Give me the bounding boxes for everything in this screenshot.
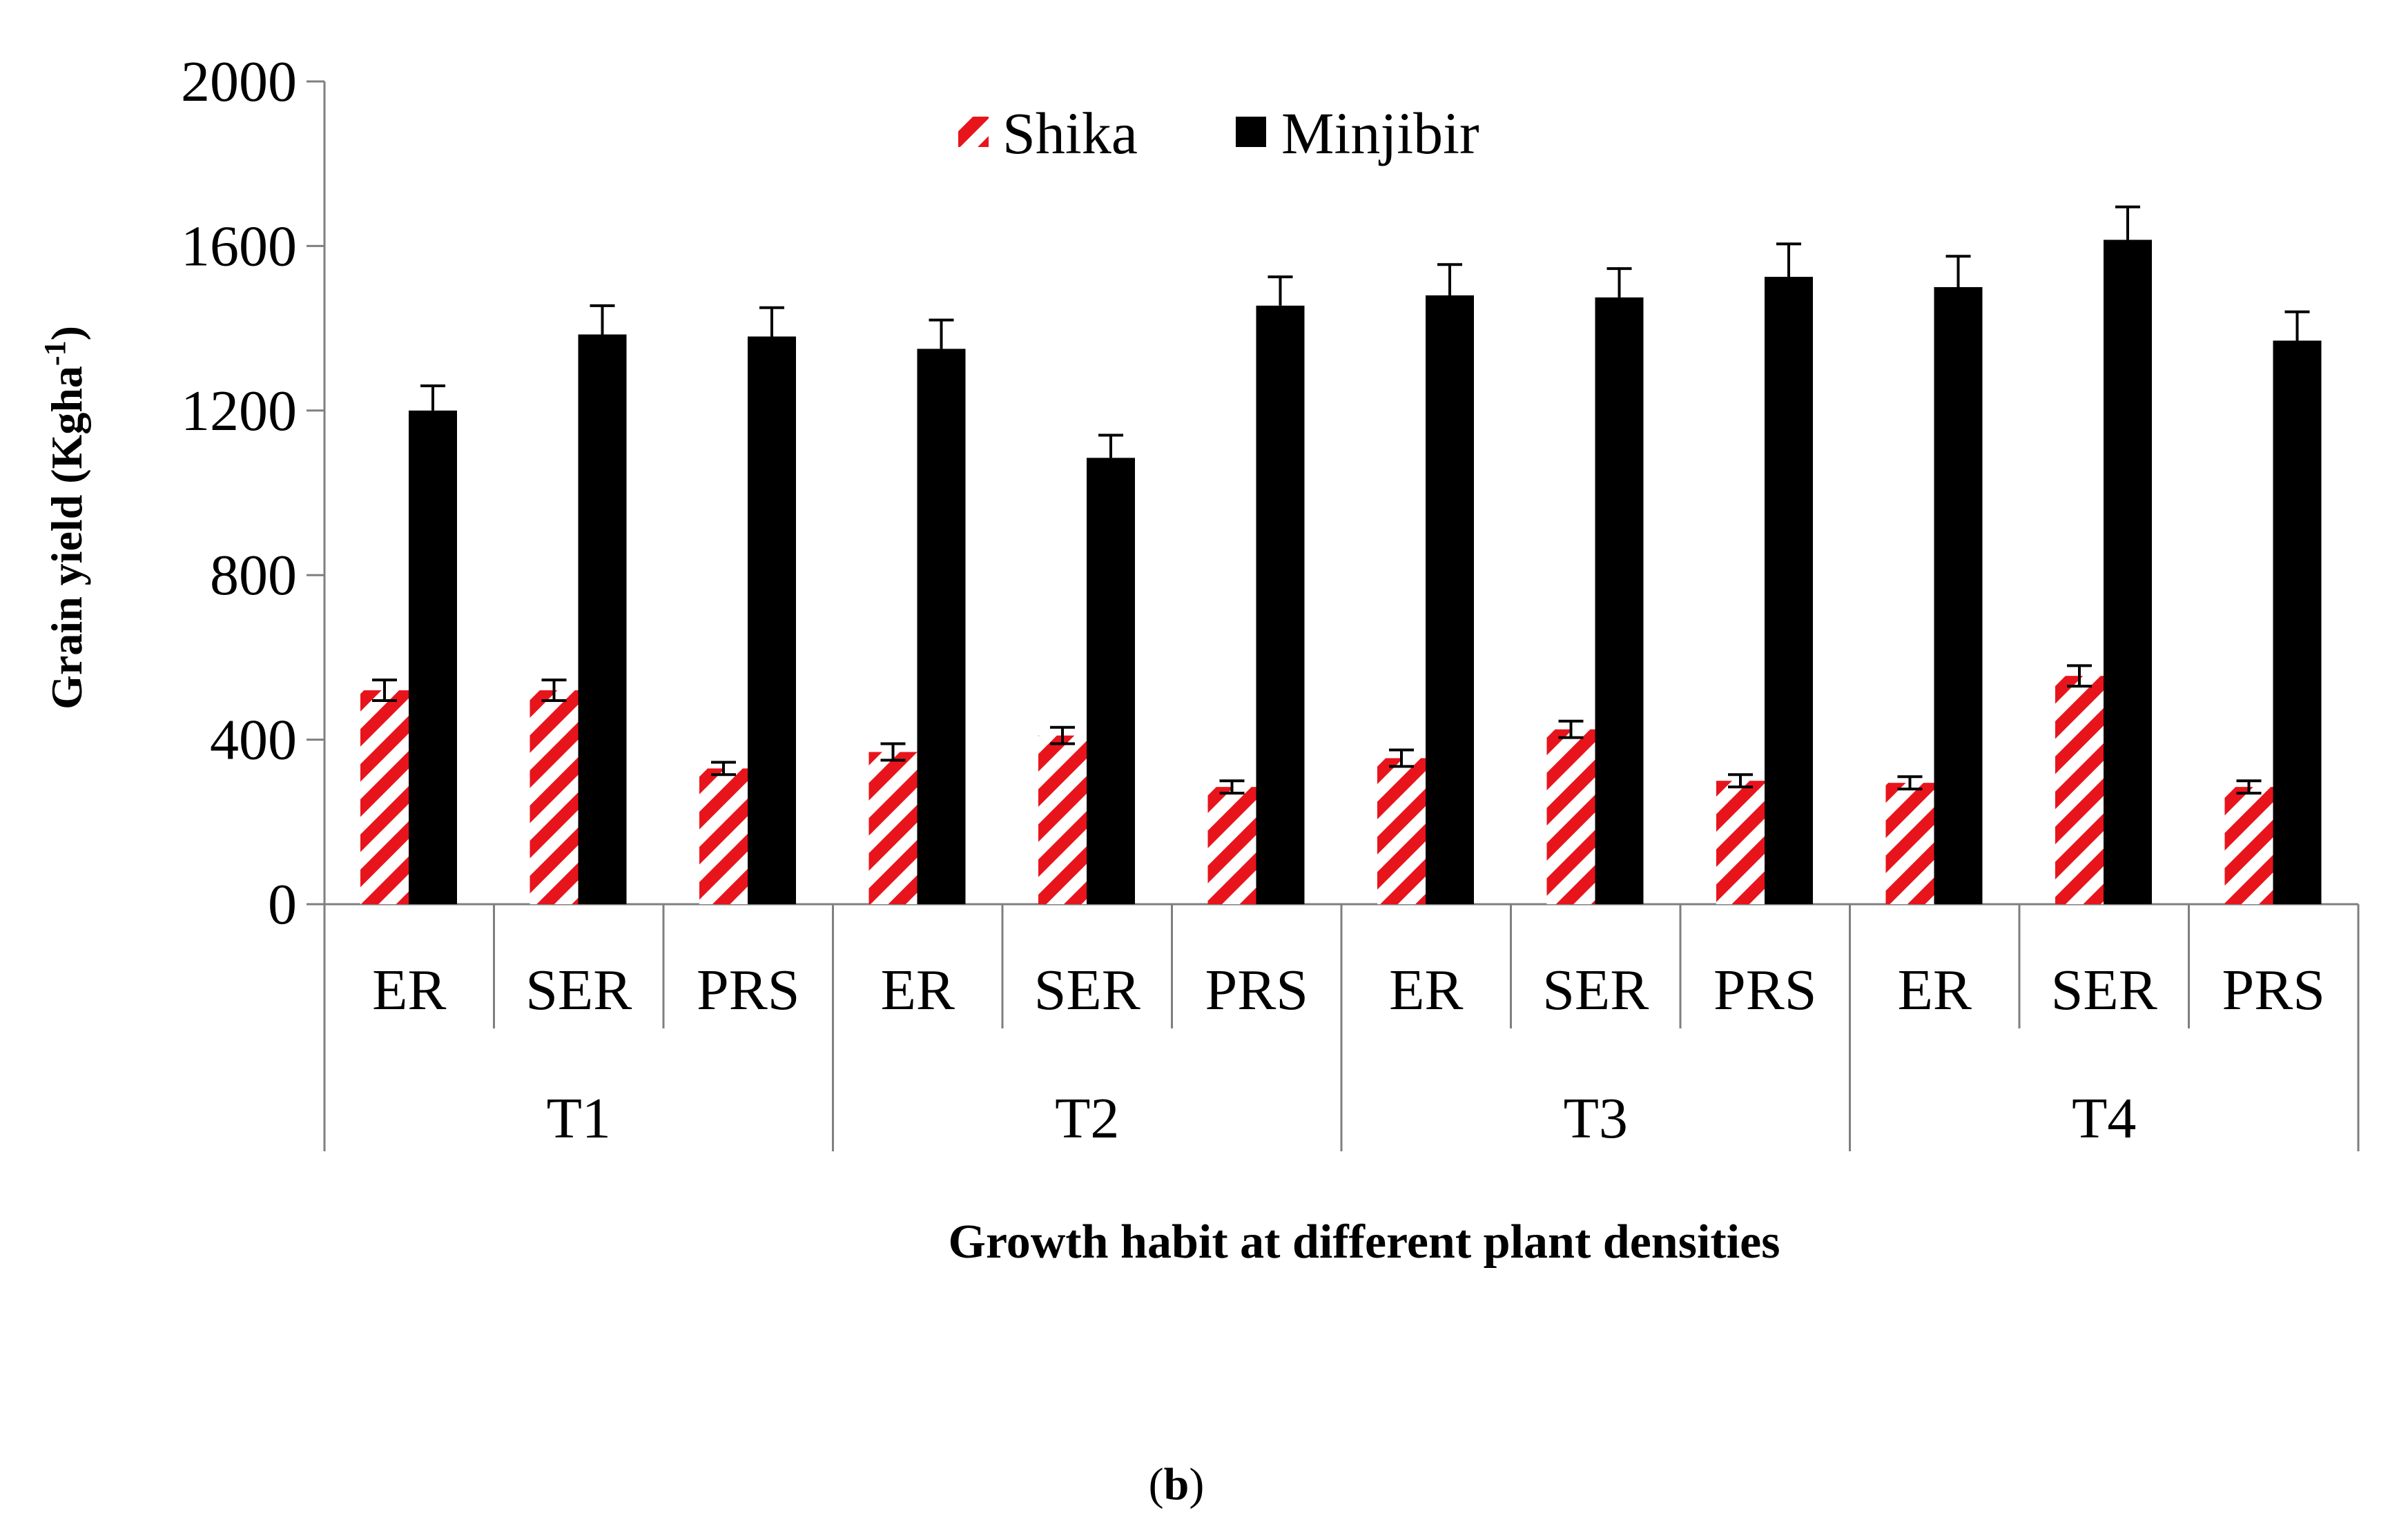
bar-shika <box>1885 783 1934 904</box>
x-category-label: ER <box>372 958 446 1022</box>
bar-minjibir <box>1087 458 1135 904</box>
x-category-label: ER <box>1898 958 1972 1022</box>
bar-shika <box>1716 781 1765 904</box>
bar-shika <box>530 690 579 904</box>
bar-shika <box>1546 729 1595 904</box>
y-tick-label: 400 <box>210 708 297 772</box>
bar-shika <box>1207 787 1256 904</box>
y-tick-label: 2000 <box>181 50 297 114</box>
bar-minjibir <box>1426 295 1474 904</box>
y-axis-title: Grain yield (Kgha-1) <box>38 326 91 710</box>
bar-shika <box>1377 758 1426 904</box>
bar-shika <box>2055 676 2104 904</box>
x-category-label: SER <box>1034 958 1140 1022</box>
x-category-label: PRS <box>1713 958 1816 1022</box>
x-category-label: ER <box>881 958 955 1022</box>
legend-swatch-shika <box>958 117 989 147</box>
bar-minjibir <box>578 334 627 904</box>
y-tick-label: 1600 <box>181 214 297 278</box>
bar-minjibir <box>1765 277 1813 905</box>
bar-shika <box>2224 787 2273 904</box>
bar-minjibir <box>1595 297 1644 904</box>
bar-minjibir <box>2104 240 2152 905</box>
y-tick-label: 800 <box>210 543 297 607</box>
x-group-label: T3 <box>1564 1086 1628 1151</box>
y-tick-label: 1200 <box>181 379 297 443</box>
x-category-label: PRS <box>1205 958 1308 1022</box>
x-category-label: SER <box>525 958 632 1022</box>
y-tick-label: 0 <box>268 872 297 937</box>
x-category-label: PRS <box>2222 958 2325 1022</box>
bar-minjibir <box>917 349 966 904</box>
y-axis: 0 400 800 1200 1600 2000 <box>181 50 326 937</box>
legend-label-shika: Shika <box>1002 100 1138 166</box>
bar-shika <box>699 768 748 904</box>
x-category-label: PRS <box>697 958 799 1022</box>
bar-minjibir <box>2273 340 2322 905</box>
bar-minjibir <box>1256 305 1305 904</box>
legend-label-minjibir: Minjibir <box>1281 100 1479 166</box>
legend-swatch-minjibir <box>1236 117 1266 147</box>
bar-minjibir <box>748 336 796 904</box>
bar-shika <box>360 690 409 904</box>
bar-shika <box>868 752 917 904</box>
bar-shika <box>1038 735 1087 904</box>
bars <box>360 205 2322 905</box>
x-group-label: T2 <box>1055 1086 1119 1151</box>
x-axis: ER SER PRS ER SER PRS ER SER PRS ER SER PRS T1 T2 T3 T4 <box>323 903 2360 1151</box>
bar-minjibir <box>409 410 457 904</box>
x-group-label: T1 <box>547 1086 611 1151</box>
x-category-label: SER <box>2051 958 2157 1022</box>
bar-minjibir <box>1934 287 1983 904</box>
x-category-label: SER <box>1542 958 1649 1022</box>
x-group-label: T4 <box>2072 1086 2136 1151</box>
panel-label: (b) <box>1149 1459 1205 1510</box>
x-category-label: ER <box>1389 958 1463 1022</box>
legend: Shika Minjibir <box>958 100 1479 166</box>
x-axis-title: Growth habit at different plant densitie… <box>949 1215 1780 1269</box>
